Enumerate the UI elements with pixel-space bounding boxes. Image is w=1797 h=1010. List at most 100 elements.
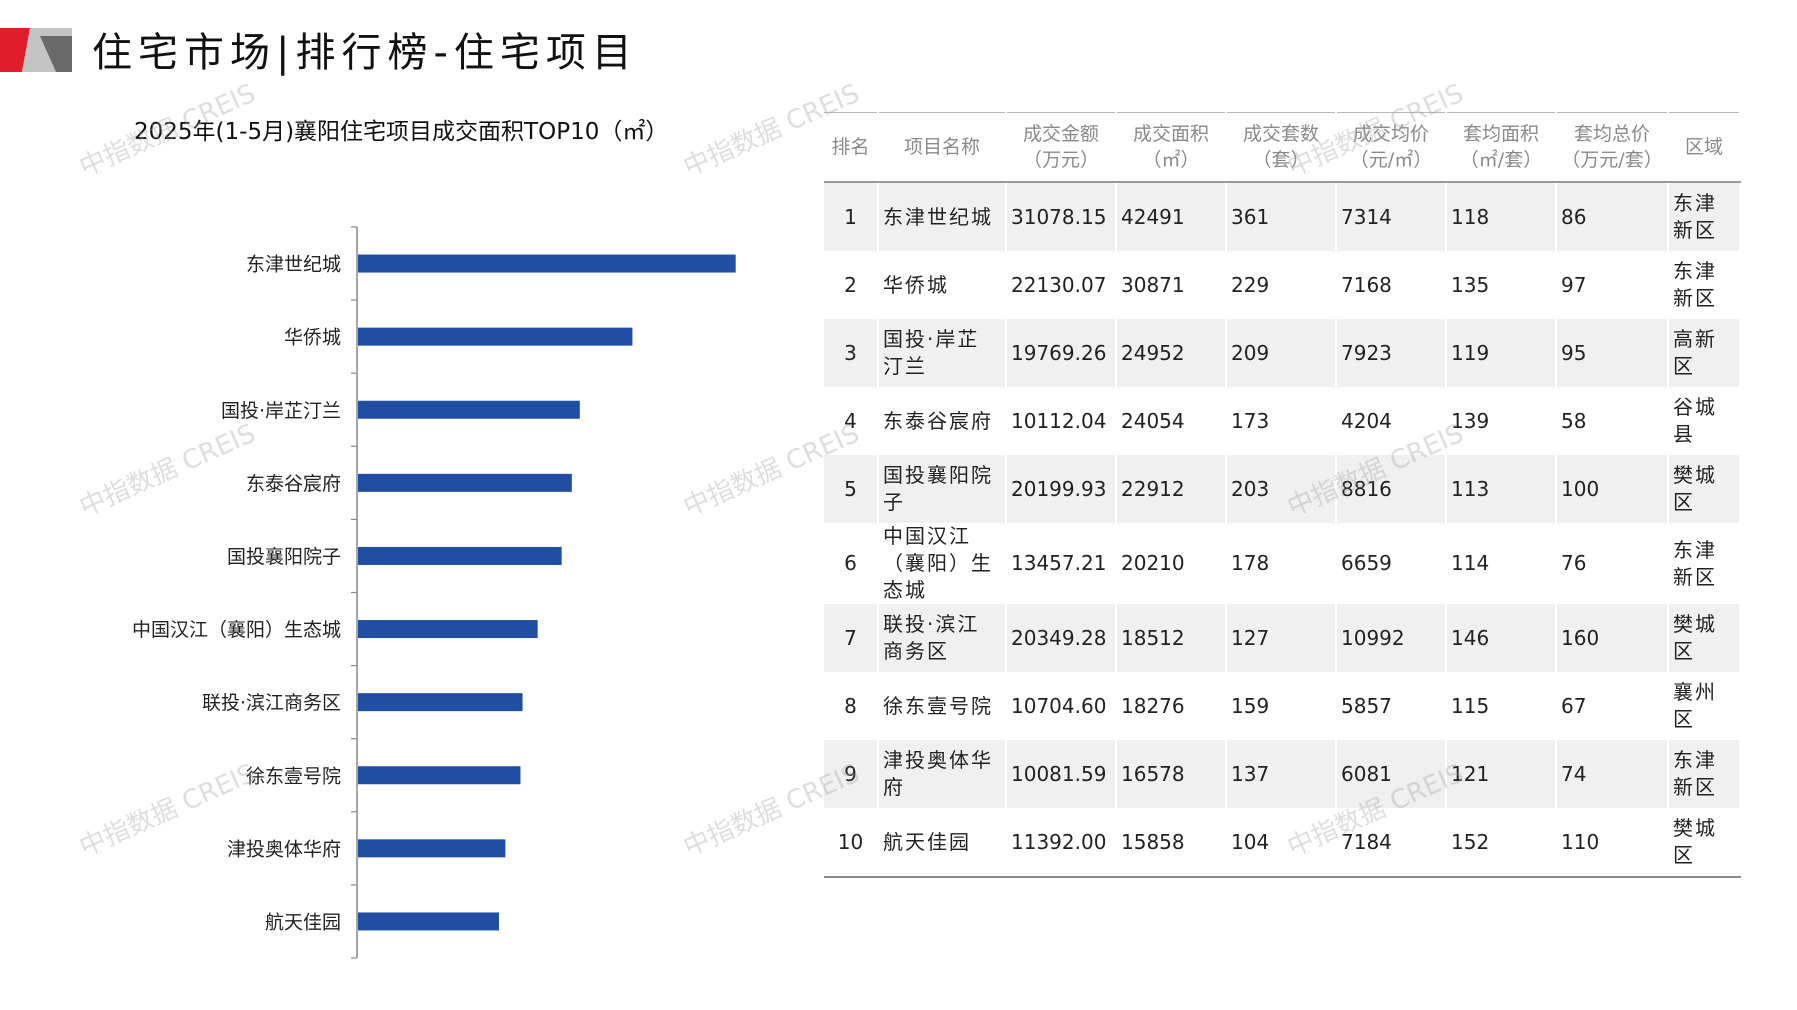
category-label: 东泰谷宸府 xyxy=(246,473,341,495)
table-cell: 20349.28 xyxy=(1006,604,1117,672)
table-row: 7 联投·滨江商务区 20349.28 18512 127 10992 146 160 樊城区 xyxy=(824,604,1741,672)
column-header: 套均总价 （万元/套） xyxy=(1556,112,1669,183)
column-header-line: 成交套数 xyxy=(1242,123,1319,145)
table-cell: 104 xyxy=(1226,808,1337,878)
column-header-line: 套均总价 xyxy=(1573,123,1650,145)
table-cell: 203 xyxy=(1226,455,1337,523)
column-header-line: （㎡/套） xyxy=(1459,149,1543,171)
table-cell: 18512 xyxy=(1116,604,1227,672)
table-cell: 6081 xyxy=(1336,740,1447,808)
table-cell: 229 xyxy=(1226,251,1337,319)
bar xyxy=(358,620,538,639)
table-cell: 30871 xyxy=(1116,251,1227,319)
table-cell: 178 xyxy=(1226,523,1337,604)
table-cell: 国投·岸芷汀兰 xyxy=(878,319,1007,387)
table-header-row: 排名 项目名称 成交金额 （万元） 成交面积 （㎡） 成交套数 （套） 成交均价 （元/㎡） 套均面… xyxy=(824,112,1741,183)
table-cell: 86 xyxy=(1556,182,1669,251)
column-header: 成交面积 （㎡） xyxy=(1116,112,1227,183)
table-cell: 东津新区 xyxy=(1668,182,1741,251)
ranking-table: 排名 项目名称 成交金额 （万元） 成交面积 （㎡） 成交套数 （套） 成交均价 （元/㎡） 套均面… xyxy=(824,112,1741,878)
table-cell: 67 xyxy=(1556,672,1669,740)
table-cell: 樊城区 xyxy=(1668,604,1741,672)
table-cell: 20210 xyxy=(1116,523,1227,604)
table-cell: 东津新区 xyxy=(1668,251,1741,319)
table-cell: 135 xyxy=(1446,251,1557,319)
table-cell: 7923 xyxy=(1336,319,1447,387)
table-row: 1 东津世纪城 31078.15 42491 361 7314 118 86 东津新区 xyxy=(824,182,1741,251)
brand-logo xyxy=(0,28,72,72)
table-row: 5 国投襄阳院子 20199.93 22912 203 8816 113 100 樊城区 xyxy=(824,455,1741,523)
table-cell: 6 xyxy=(824,523,879,604)
table-cell: 19769.26 xyxy=(1006,319,1117,387)
column-header-line: 成交均价 xyxy=(1352,123,1429,145)
table-row: 6 中国汉江（襄阳）生态城 13457.21 20210 178 6659 114 76 东津新… xyxy=(824,523,1741,604)
table-cell: 139 xyxy=(1446,387,1557,455)
table-cell: 中国汉江（襄阳）生态城 xyxy=(878,523,1007,604)
column-header-line: （万元/套） xyxy=(1561,149,1663,171)
table-cell: 7 xyxy=(824,604,879,672)
table-cell: 74 xyxy=(1556,740,1669,808)
table-cell: 襄州区 xyxy=(1668,672,1741,740)
bar xyxy=(358,473,572,492)
table-cell: 4204 xyxy=(1336,387,1447,455)
table-cell: 10081.59 xyxy=(1006,740,1117,808)
table-cell: 13457.21 xyxy=(1006,523,1117,604)
table-cell: 18276 xyxy=(1116,672,1227,740)
bar xyxy=(358,766,521,785)
table-row: 2 华侨城 22130.07 30871 229 7168 135 97 东津新区 xyxy=(824,251,1741,319)
table-row: 4 东泰谷宸府 10112.04 24054 173 4204 139 58 谷城县 xyxy=(824,387,1741,455)
column-header: 排名 xyxy=(824,112,879,183)
table-cell: 11392.00 xyxy=(1006,808,1117,878)
bar xyxy=(358,693,523,712)
table-cell: 东泰谷宸府 xyxy=(878,387,1007,455)
page-title: 住宅市场|排行榜-住宅项目 xyxy=(92,30,638,76)
table-cell: 7184 xyxy=(1336,808,1447,878)
column-header-line: （㎡） xyxy=(1142,149,1200,171)
table-cell: 7168 xyxy=(1336,251,1447,319)
table-cell: 5 xyxy=(824,455,879,523)
table-cell: 42491 xyxy=(1116,182,1227,251)
column-header: 区域 xyxy=(1668,112,1741,183)
table-cell: 2 xyxy=(824,251,879,319)
table-cell: 137 xyxy=(1226,740,1337,808)
table-cell: 东津新区 xyxy=(1668,740,1741,808)
bar xyxy=(358,546,562,565)
table-cell: 1 xyxy=(824,182,879,251)
table-cell: 7314 xyxy=(1336,182,1447,251)
table-cell: 东津新区 xyxy=(1668,523,1741,604)
table-cell: 152 xyxy=(1446,808,1557,878)
bar xyxy=(358,400,580,419)
column-header-line: （元/㎡） xyxy=(1349,149,1433,171)
category-label: 徐东壹号院 xyxy=(246,765,341,787)
table-cell: 6659 xyxy=(1336,523,1447,604)
category-label: 华侨城 xyxy=(284,327,341,349)
table-cell: 119 xyxy=(1446,319,1557,387)
table-cell: 97 xyxy=(1556,251,1669,319)
table-cell: 10112.04 xyxy=(1006,387,1117,455)
table-cell: 高新区 xyxy=(1668,319,1741,387)
bar-chart: 东津世纪城华侨城国投·岸芷汀兰东泰谷宸府国投襄阳院子中国汉江（襄阳）生态城联投·… xyxy=(132,226,736,959)
column-header: 成交均价 （元/㎡） xyxy=(1336,112,1447,183)
category-label: 航天佳园 xyxy=(265,911,341,933)
table-cell: 3 xyxy=(824,319,879,387)
table-cell: 110 xyxy=(1556,808,1669,878)
category-label: 中国汉江（襄阳）生态城 xyxy=(132,619,341,641)
table-cell: 徐东壹号院 xyxy=(878,672,1007,740)
table-cell: 24054 xyxy=(1116,387,1227,455)
table-row: 8 徐东壹号院 10704.60 18276 159 5857 115 67 襄州区 xyxy=(824,672,1741,740)
table-cell: 谷城县 xyxy=(1668,387,1741,455)
table-cell: 22912 xyxy=(1116,455,1227,523)
column-header-line: 成交金额 xyxy=(1022,123,1099,145)
category-label: 东津世纪城 xyxy=(246,254,341,276)
column-header-line: 排名 xyxy=(831,136,870,158)
table-cell: 东津世纪城 xyxy=(878,182,1007,251)
table-cell: 16578 xyxy=(1116,740,1227,808)
table-cell: 173 xyxy=(1226,387,1337,455)
category-label: 联投·滨江商务区 xyxy=(202,692,341,714)
column-header-line: 区域 xyxy=(1684,136,1723,158)
column-header-line: 项目名称 xyxy=(903,136,980,158)
table-cell: 4 xyxy=(824,387,879,455)
table-cell: 15858 xyxy=(1116,808,1227,878)
logo-dark-shape xyxy=(40,36,72,72)
table-cell: 津投奥体华府 xyxy=(878,740,1007,808)
